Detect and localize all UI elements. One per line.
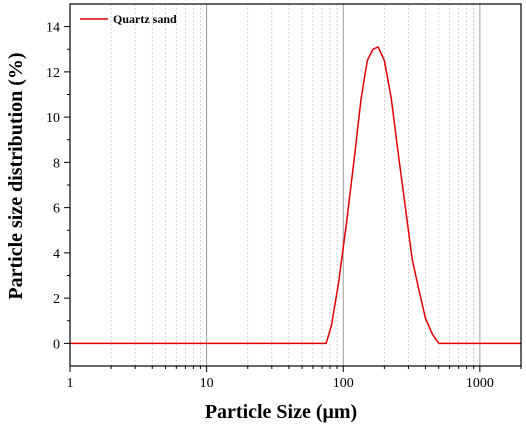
series-layer [70,46,521,345]
y-axis-title: Particle size distribution (%) [5,52,27,299]
y-tick-label: 10 [46,111,60,126]
plot-frame [69,3,522,367]
x-tick-label: 1 [67,376,74,391]
y-tick-label: 12 [46,66,60,81]
y-tick-label: 0 [53,337,60,352]
y-tick-label: 2 [53,292,60,307]
x-axis-title: Particle Size (μm) [205,401,357,423]
series-line-quartz-sand [70,46,521,345]
legend-label-quartz-sand: Quartz sand [113,12,177,26]
y-tick-label: 4 [53,247,60,262]
x-tick-label: 100 [333,376,354,391]
axis-ticks: 1 10 100 1000 0 2 4 6 8 10 12 14 [46,21,522,391]
y-tick-label: 6 [53,202,60,217]
grid-lines [110,4,522,366]
x-tick-label: 1000 [466,376,494,391]
x-tick-label: 10 [200,376,214,391]
y-tick-label: 14 [46,21,60,36]
legend: Quartz sand [80,12,177,26]
y-tick-label: 8 [53,156,60,171]
